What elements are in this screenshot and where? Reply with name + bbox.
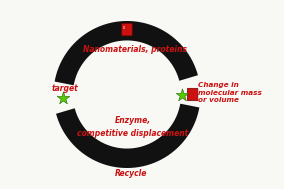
Text: Recycle: Recycle	[114, 169, 147, 178]
Text: target: target	[52, 84, 79, 93]
Polygon shape	[61, 67, 70, 79]
Text: competitive displacement: competitive displacement	[77, 129, 188, 138]
Text: Enzyme,: Enzyme,	[114, 116, 151, 125]
FancyBboxPatch shape	[187, 88, 198, 101]
Text: Change in
molecular mass
or volume: Change in molecular mass or volume	[198, 82, 262, 103]
Point	[180, 93, 185, 96]
FancyBboxPatch shape	[122, 23, 132, 36]
Bar	[123, 26, 126, 29]
Point	[61, 96, 66, 99]
Polygon shape	[184, 110, 193, 122]
Text: Nanomaterials, proteins: Nanomaterials, proteins	[83, 45, 186, 54]
